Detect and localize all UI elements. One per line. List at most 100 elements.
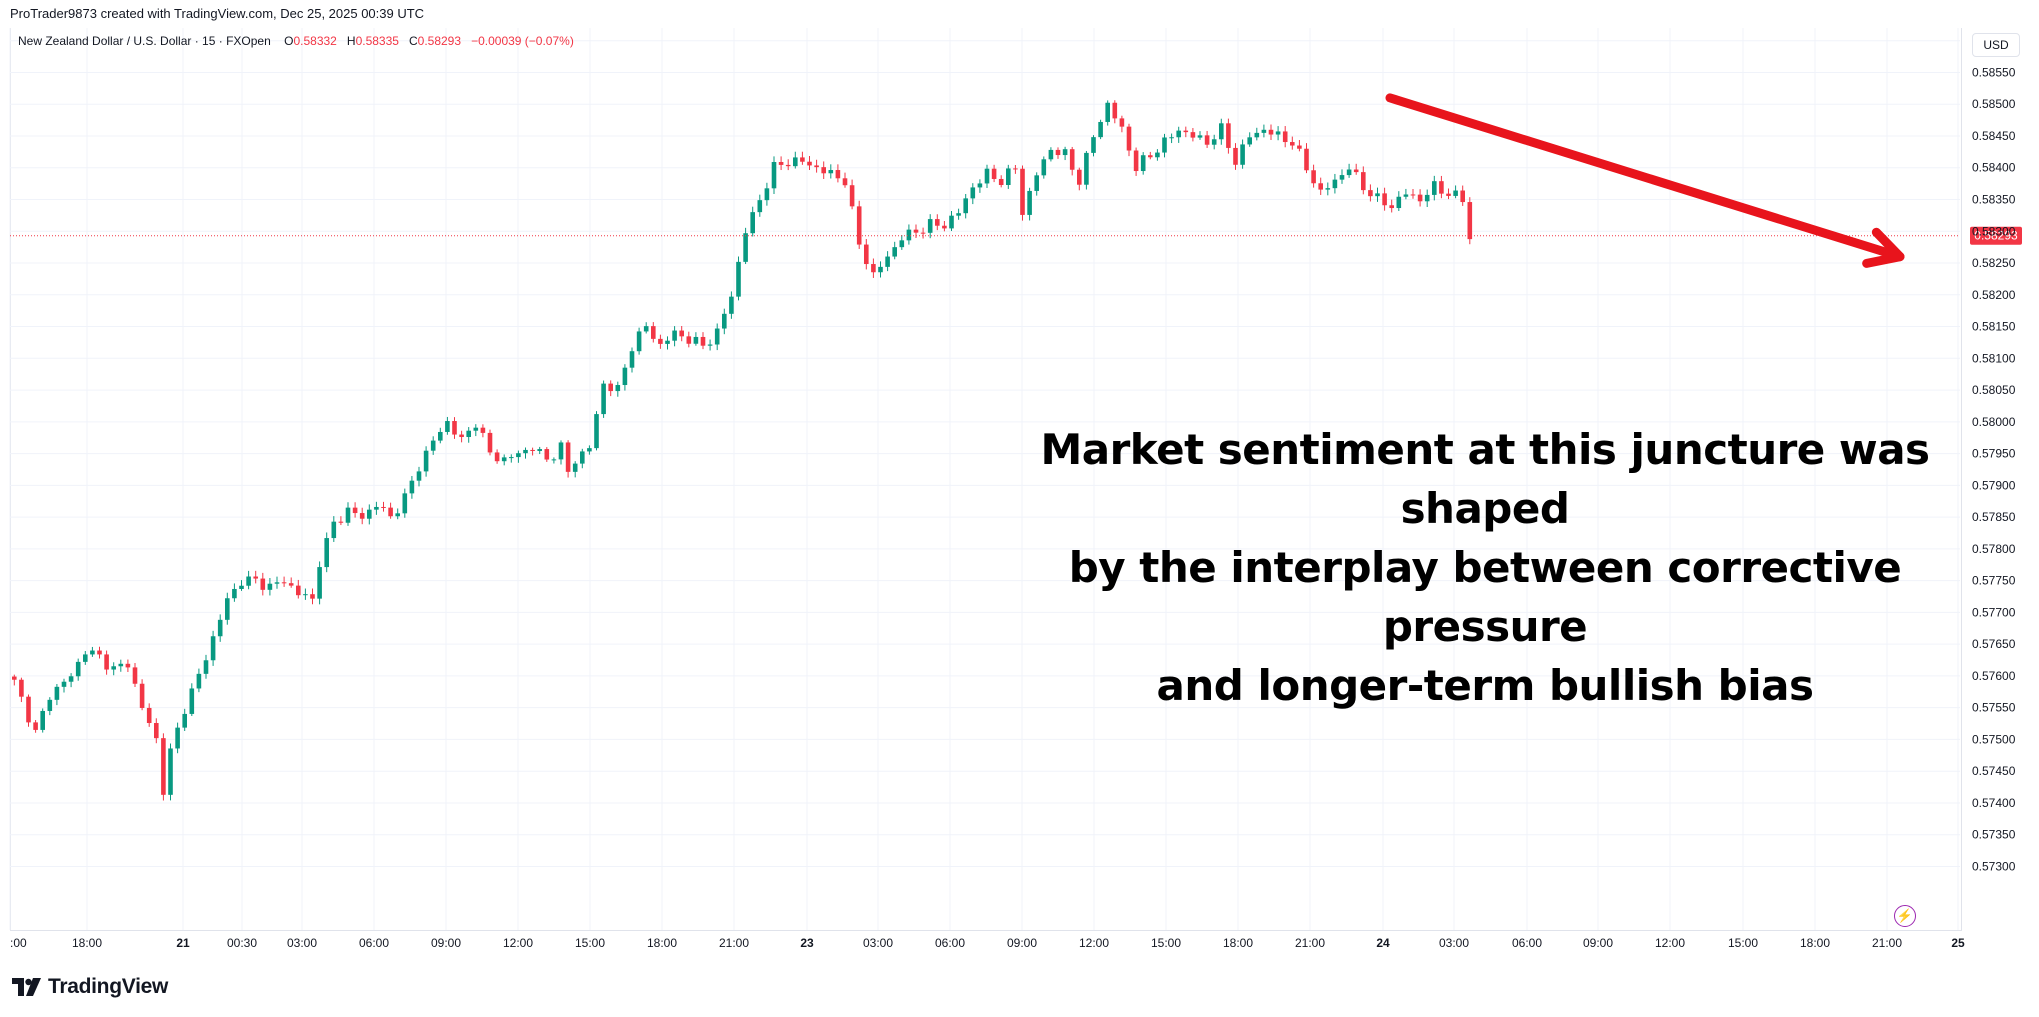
candle <box>1325 182 1331 196</box>
candle <box>1162 133 1167 158</box>
price-tick-label: 0.58250 <box>1972 256 2016 270</box>
candle <box>438 427 443 444</box>
candle <box>26 694 31 727</box>
lightning-icon[interactable]: ⚡ <box>1894 905 1916 927</box>
open-label: O <box>284 34 294 48</box>
time-tick-label: 15:00 <box>1728 936 1758 950</box>
candle <box>47 697 53 716</box>
candle <box>97 646 102 659</box>
time-tick-label: 09:00 <box>1007 936 1037 950</box>
candle <box>381 501 386 512</box>
candle <box>239 580 244 591</box>
candle <box>778 156 784 171</box>
candle <box>1084 150 1089 190</box>
candle <box>217 614 223 642</box>
candle <box>352 502 358 518</box>
candle <box>1133 147 1139 176</box>
time-tick-label: 25 <box>1951 936 1965 950</box>
candle <box>61 678 67 693</box>
candle <box>878 261 883 278</box>
candle <box>1169 133 1174 144</box>
candle <box>1446 188 1451 200</box>
candle <box>132 663 138 687</box>
tv-logo-icon <box>12 978 41 996</box>
candle <box>1233 143 1238 170</box>
candle <box>1112 100 1118 124</box>
candle <box>636 327 642 355</box>
candle <box>1183 126 1189 138</box>
price-tick-label: 0.58500 <box>1972 97 2016 111</box>
candle <box>679 325 684 342</box>
time-tick-label: 00:30 <box>227 936 257 950</box>
candle <box>580 448 585 469</box>
close-label: C <box>408 34 418 48</box>
candle <box>572 461 578 478</box>
candle <box>317 561 322 605</box>
candle <box>757 194 763 217</box>
candle <box>1261 124 1267 138</box>
chart-credit: ProTrader9873 created with TradingView.c… <box>10 6 425 21</box>
candle <box>388 502 393 519</box>
candle <box>807 156 812 170</box>
candle <box>643 322 649 334</box>
current-price-line: 0.58293 <box>10 226 2022 245</box>
time-tick-label: 21:00 <box>719 936 749 950</box>
candle <box>693 332 699 346</box>
candle <box>1424 189 1430 208</box>
candle <box>196 668 202 693</box>
candle <box>1290 136 1295 150</box>
candle <box>423 446 429 477</box>
candle <box>629 347 635 373</box>
candle <box>601 380 606 418</box>
candle <box>920 227 926 239</box>
candle <box>658 334 663 349</box>
price-tick-label: 0.57600 <box>1972 669 2016 683</box>
candle <box>1055 147 1061 159</box>
candle <box>125 659 131 673</box>
time-tick-label: 21:00 <box>1872 936 1902 950</box>
candle <box>1460 185 1465 206</box>
candle <box>537 446 542 455</box>
candle <box>12 674 17 686</box>
candle <box>651 322 656 343</box>
candle <box>1311 164 1316 188</box>
candle <box>686 331 692 348</box>
candle <box>168 743 173 801</box>
candle <box>367 504 372 525</box>
price-tick-label: 0.57450 <box>1972 764 2016 778</box>
candle <box>452 417 457 439</box>
price-tick-label: 0.57350 <box>1972 828 2016 842</box>
price-tick-label: 0.57800 <box>1972 542 2016 556</box>
candle <box>90 646 95 657</box>
candle <box>310 588 315 605</box>
candle <box>1339 169 1345 184</box>
currency-selector[interactable]: USD <box>1972 33 2020 57</box>
candle <box>75 658 81 681</box>
candle <box>1105 100 1110 126</box>
candle <box>871 258 876 278</box>
current-price-label: 0.58293 <box>1974 229 2018 243</box>
tradingview-logo[interactable]: TradingView <box>12 975 168 999</box>
price-tick-label: 0.57900 <box>1972 478 2016 492</box>
candle <box>139 679 145 711</box>
candle <box>1204 130 1210 148</box>
candle <box>1375 187 1380 202</box>
candle <box>146 703 152 727</box>
candle <box>1417 189 1423 207</box>
candle <box>111 662 116 676</box>
candle <box>1332 173 1338 194</box>
time-tick-label: 24 <box>1376 936 1390 950</box>
symbol-name: New Zealand Dollar / U.S. Dollar · 15 · … <box>18 34 271 48</box>
candle <box>324 532 329 573</box>
price-tick-label: 0.58150 <box>1972 320 2016 334</box>
candle <box>828 164 834 179</box>
candle <box>246 570 251 590</box>
high-value: 0.58335 <box>355 34 399 48</box>
price-tick-label: 0.57550 <box>1972 701 2016 715</box>
candle <box>338 516 344 526</box>
current-price-badge <box>1970 226 2022 245</box>
symbol-legend[interactable]: New Zealand Dollar / U.S. Dollar · 15 · … <box>18 34 574 48</box>
time-tick-label: 03:00 <box>1439 936 1469 950</box>
time-tick-label: 12:00 <box>1079 936 1109 950</box>
